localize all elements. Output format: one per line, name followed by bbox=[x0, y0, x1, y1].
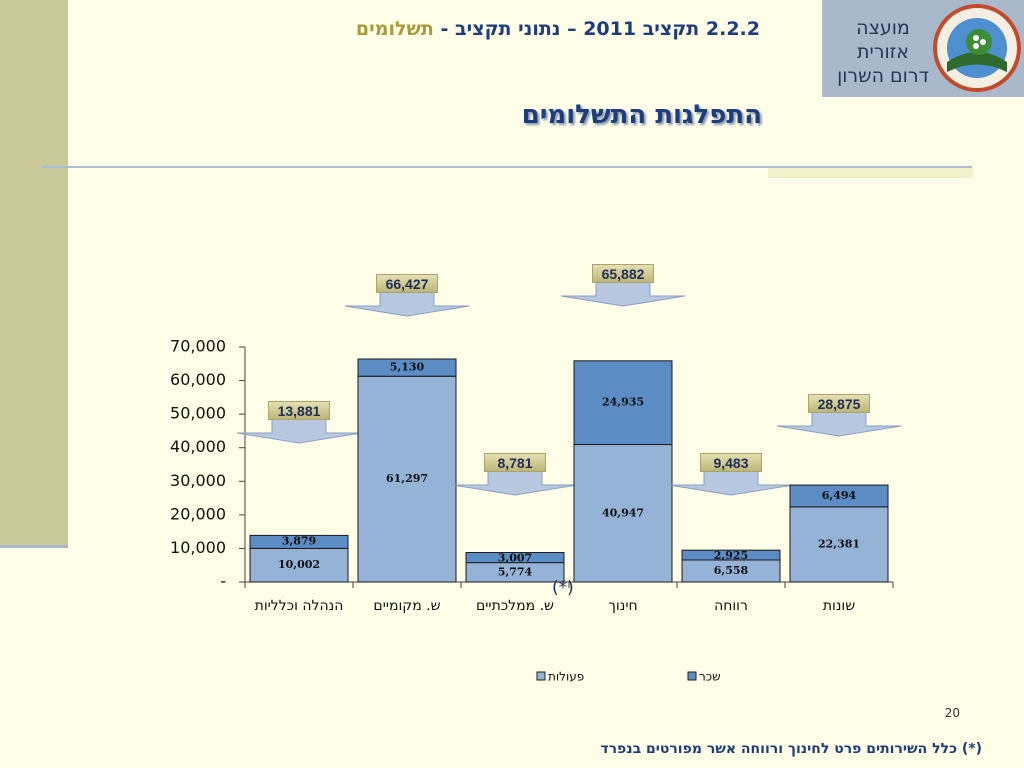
title-rule bbox=[42, 166, 972, 168]
bar-segment bbox=[681, 549, 781, 561]
header-highlight: תשלומים bbox=[355, 18, 434, 40]
total-label: 8,781 bbox=[484, 453, 546, 472]
bar-segment bbox=[573, 360, 673, 446]
header-title: 2.2.2 תקציב 2011 – נתוני תקציב - תשלומים bbox=[240, 18, 760, 40]
chart-title: התפלגות התשלומים bbox=[521, 100, 762, 130]
page-number: 20 bbox=[944, 706, 960, 720]
bar-segment bbox=[357, 375, 457, 583]
x-tick-label: חינוך bbox=[608, 598, 638, 614]
value-label: 22,381 bbox=[818, 537, 860, 550]
value-label: 5,774 bbox=[498, 565, 533, 578]
bar-segment bbox=[789, 506, 889, 583]
bar-segment bbox=[357, 358, 457, 377]
side-rule bbox=[0, 545, 68, 548]
y-tick-label: 10,000 bbox=[170, 538, 226, 557]
header-prefix: 2.2.2 תקציב 2011 – נתוני תקציב - bbox=[440, 18, 760, 40]
legend-swatch bbox=[536, 671, 546, 681]
y-tick-label: 40,000 bbox=[170, 437, 226, 456]
bar-segment bbox=[249, 547, 349, 583]
total-label: 66,427 bbox=[376, 274, 438, 293]
title-rule-accent bbox=[768, 168, 973, 178]
logo-area: מועצה אזורית דרום השרון bbox=[822, 0, 1024, 97]
value-label: 24,935 bbox=[602, 396, 644, 409]
value-label: 3,879 bbox=[282, 534, 316, 547]
value-label: 6,494 bbox=[822, 489, 857, 502]
x-tick-label: הנהלה וכלליות bbox=[254, 598, 344, 614]
x-tick-label: ש. מקומיים bbox=[373, 598, 441, 614]
y-tick-label: - bbox=[220, 572, 226, 591]
value-label: 3,007 bbox=[498, 552, 532, 565]
bar-segment bbox=[573, 444, 673, 583]
value-label: 6,558 bbox=[714, 564, 749, 577]
footnote: (*) כלל השירותים פרט לחינוך ורווחה אשר מ… bbox=[600, 741, 982, 757]
logo-text: דרום השרון bbox=[837, 65, 929, 87]
x-tick-label: רווחה bbox=[714, 598, 748, 614]
bar-segment bbox=[789, 484, 889, 508]
y-tick-label: 30,000 bbox=[170, 471, 226, 490]
value-label: 2,925 bbox=[714, 549, 748, 562]
bar-segment bbox=[249, 534, 349, 549]
logo-text: מועצה אזורית bbox=[856, 17, 910, 63]
legend-swatch bbox=[687, 671, 697, 681]
y-tick-label: 20,000 bbox=[170, 504, 226, 523]
total-label: 13,881 bbox=[268, 401, 330, 420]
logo-emblem bbox=[933, 4, 1021, 92]
total-label: 9,483 bbox=[700, 453, 762, 472]
x-tick-label: ש. ממלכתיים bbox=[476, 598, 554, 614]
side-band bbox=[0, 0, 68, 545]
value-label: 10,002 bbox=[278, 558, 320, 571]
bar-segment bbox=[465, 552, 565, 564]
x-tick-label: שונות bbox=[822, 598, 856, 614]
value-label: 61,297 bbox=[386, 472, 428, 485]
total-label: 28,875 bbox=[808, 394, 870, 413]
total-label: 65,882 bbox=[592, 264, 654, 283]
y-tick-label: 70,000 bbox=[170, 337, 226, 356]
value-label: 5,130 bbox=[390, 361, 425, 374]
legend-label: פעולות bbox=[548, 670, 584, 684]
y-tick-label: 60,000 bbox=[170, 370, 226, 389]
legend-label: שכר bbox=[699, 670, 721, 684]
value-label: 40,947 bbox=[602, 506, 644, 519]
y-tick-label: 50,000 bbox=[170, 404, 226, 423]
annotation: (*) bbox=[552, 578, 574, 598]
